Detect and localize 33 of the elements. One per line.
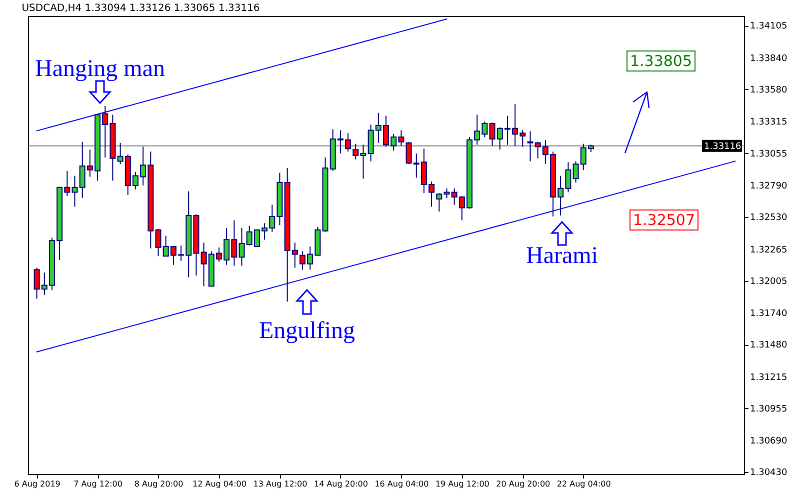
- y-tick-label: 1.32790: [750, 181, 788, 192]
- y-tick-label: 1.34105: [750, 22, 788, 32]
- x-tick-label: 12 Aug 04:00: [192, 480, 246, 488]
- x-tick-label: 8 Aug 20:00: [134, 480, 184, 488]
- ref-line-label: 1.33116: [704, 142, 742, 152]
- y-tick-label: 1.33840: [750, 54, 788, 64]
- x-tick-label: 14 Aug 20:00: [314, 480, 368, 488]
- x-tick-label: 13 Aug 12:00: [253, 480, 308, 488]
- chart-title: USDCAD,H4 1.33094 1.33126 1.33065 1.33116: [22, 3, 260, 14]
- x-tick-label: 6 Aug 2019: [14, 480, 60, 488]
- annotation: 1.33805: [630, 52, 692, 70]
- y-tick-label: 1.33580: [750, 86, 788, 96]
- y-tick-label: 1.30690: [750, 436, 788, 447]
- y-tick-label: 1.31480: [750, 340, 788, 351]
- y-tick-label: 1.31740: [750, 309, 788, 320]
- y-tick-label: 1.32005: [750, 276, 788, 287]
- y-tick-label: 1.30955: [750, 404, 788, 414]
- x-tick-label: 20 Aug 20:00: [496, 480, 550, 488]
- y-tick-label: 1.30430: [750, 468, 788, 478]
- annotation: Engulfing: [259, 318, 355, 344]
- y-tick-label: 1.33055: [750, 149, 788, 160]
- y-tick-label: 1.32265: [750, 245, 788, 256]
- y-tick-label: 1.32530: [750, 213, 788, 224]
- x-tick-label: 16 Aug 04:00: [374, 480, 429, 488]
- candlestick: [527, 130, 534, 162]
- x-tick-label: 22 Aug 04:00: [556, 480, 611, 488]
- y-tick-label: 1.31215: [750, 372, 788, 383]
- x-tick-label: 7 Aug 12:00: [74, 480, 122, 488]
- annotation: Hanging man: [35, 56, 165, 82]
- annotation: 1.32507: [632, 211, 696, 229]
- x-tick-label: 19 Aug 12:00: [435, 480, 490, 488]
- y-tick-label: 1.33315: [750, 118, 788, 128]
- annotation: Harami: [526, 243, 598, 269]
